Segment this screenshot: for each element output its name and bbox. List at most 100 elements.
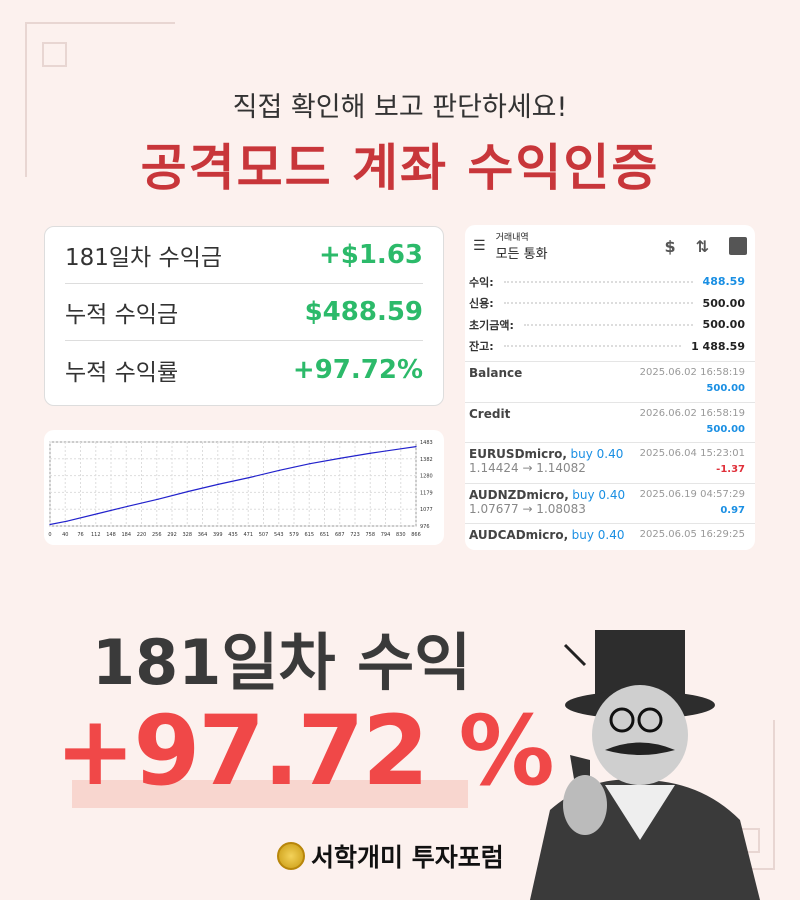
x-tick-label: 651 (320, 532, 330, 538)
x-tick-label: 507 (259, 532, 269, 538)
gentleman-illustration (530, 630, 760, 900)
data-point (96, 513, 98, 515)
data-point (127, 505, 129, 507)
account-summary-row: 잔고: 1 488.59 (465, 336, 755, 358)
deal-amount: 500.00 (706, 423, 745, 435)
data-point (369, 452, 371, 454)
deal-time: 2025.06.04 15:23:01 (639, 448, 745, 459)
y-tick-label: 1077 (420, 507, 433, 513)
x-tick-label: 148 (106, 532, 116, 538)
deal-time: 2025.06.19 04:57:29 (639, 488, 745, 500)
data-point (339, 457, 341, 459)
x-tick-label: 830 (396, 532, 406, 538)
summary-row: 누적 수익률 +97.72% (65, 341, 423, 398)
data-point (400, 448, 402, 450)
summary-label: 수익: (469, 275, 494, 289)
deal-time: 2026.06.02 16:58:19 (639, 407, 745, 419)
deal-symbol: EURUSDmicro, (469, 447, 567, 461)
deal-row[interactable]: Credit 2026.06.02 16:58:19 500.00 (465, 401, 755, 443)
subtitle: 직접 확인해 보고 판단하세요! (232, 92, 568, 123)
data-point (188, 490, 190, 492)
x-tick-label: 220 (137, 532, 147, 538)
x-tick-label: 112 (91, 532, 101, 538)
deal-amount: 0.97 (720, 504, 745, 516)
deal-amount: 500.00 (706, 383, 745, 394)
menu-icon[interactable]: ☰ (473, 238, 486, 254)
deal-symbol: Credit (469, 406, 511, 421)
deal-symbol: Balance (469, 366, 523, 380)
account-summary-row: 수익: 488.59 (465, 271, 755, 293)
data-point (309, 463, 311, 465)
data-point (66, 520, 68, 522)
x-tick-label: 292 (167, 532, 177, 538)
x-tick-label: 471 (243, 532, 253, 538)
x-tick-label: 794 (381, 532, 391, 538)
x-tick-label: 0 (48, 532, 51, 538)
x-tick-label: 579 (289, 532, 299, 538)
y-tick-label: 976 (420, 524, 430, 530)
summary-row: 181일차 수익금 +$1.63 (65, 227, 423, 284)
summary-label: 초기금액: (469, 318, 514, 332)
highlight-bar (72, 780, 468, 808)
data-point (248, 477, 250, 479)
summary-value: 500.00 (702, 296, 745, 310)
hero-day-label: 181일차 수익 (92, 626, 472, 699)
account-summary-row: 신용: 500.00 (465, 293, 755, 315)
data-point (157, 498, 159, 500)
deal-row[interactable]: AUDNZDmicro, buy 0.40 1.07677 → 1.08083 20… (465, 482, 755, 524)
x-tick-label: 184 (121, 532, 131, 538)
deal-row[interactable]: AUDCADmicro, buy 0.40 2025.06.05 16:29:25 (465, 523, 755, 550)
x-tick-label: 76 (77, 532, 83, 538)
deal-price: 1.14424 → 1.14082 (469, 461, 586, 475)
x-tick-label: 40 (62, 532, 68, 538)
deal-amount: -1.37 (716, 464, 745, 475)
y-tick-label: 1280 (420, 474, 433, 480)
deal-row[interactable]: Balance 2025.06.02 16:58:19 500.00 (465, 361, 755, 402)
screen-title: 모든 통화 (495, 247, 548, 262)
profit-summary-card: 181일차 수익금 +$1.63 누적 수익금 $488.59 누적 수익률 +97.… (44, 226, 444, 406)
equity-line (49, 446, 417, 526)
brand-name: 서학개미 투자포럼 (311, 843, 504, 872)
x-tick-label: 758 (365, 532, 375, 538)
currency-exchange-icon[interactable]: $ (664, 236, 676, 256)
deal-time: 2025.06.02 16:58:19 (639, 367, 745, 378)
deal-price: 1.07677 → 1.08083 (469, 501, 586, 516)
x-tick-label: 723 (350, 532, 360, 538)
deal-side: buy 0.40 (571, 528, 625, 542)
x-tick-label: 364 (198, 532, 208, 538)
y-tick-label: 1179 (420, 490, 433, 496)
x-tick-label: 687 (335, 532, 345, 538)
y-tick-label: 1483 (420, 440, 433, 446)
calendar-icon[interactable] (729, 236, 747, 255)
summary-label: 181일차 수익금 (65, 245, 223, 271)
data-point (49, 523, 51, 526)
data-point (415, 446, 417, 448)
deal-row[interactable]: EURUSDmicro, buy 0.40 1.14424 → 1.14082 20… (465, 442, 755, 483)
data-point (218, 483, 220, 485)
coin-icon (277, 842, 305, 870)
summary-label: 신용: (469, 297, 494, 311)
summary-label: 잔고: (469, 340, 494, 354)
hero-return: +97.72 % (55, 695, 555, 807)
screen-subtitle: 거래내역 (495, 233, 529, 243)
summary-value: +$1.63 (318, 240, 423, 270)
deal-side: buy 0.40 (572, 487, 626, 502)
y-tick-label: 1382 (420, 457, 433, 463)
summary-value: $488.59 (304, 297, 423, 327)
summary-value: +97.72% (292, 354, 423, 385)
x-tick-label: 543 (274, 532, 284, 538)
page-title: 공격모드 계좌 수익인증 (140, 139, 660, 197)
x-tick-label: 399 (213, 532, 223, 538)
deal-side: buy 0.40 (570, 447, 624, 461)
x-tick-label: 328 (182, 532, 192, 538)
deal-time: 2025.06.05 16:29:25 (639, 529, 745, 540)
x-tick-label: 615 (304, 532, 314, 538)
summary-label: 누적 수익금 (65, 302, 179, 328)
sort-icon[interactable]: ⇅ (695, 236, 709, 256)
data-point (278, 469, 281, 471)
equity-chart-card: 0 40 76 112 148 184 220 256 292 328 364 399 435 471 50… (44, 430, 444, 545)
summary-value: 500.00 (702, 318, 745, 332)
x-tick-label: 866 (411, 532, 421, 538)
account-summary-row: 초기금액: 500.00 (465, 314, 755, 336)
